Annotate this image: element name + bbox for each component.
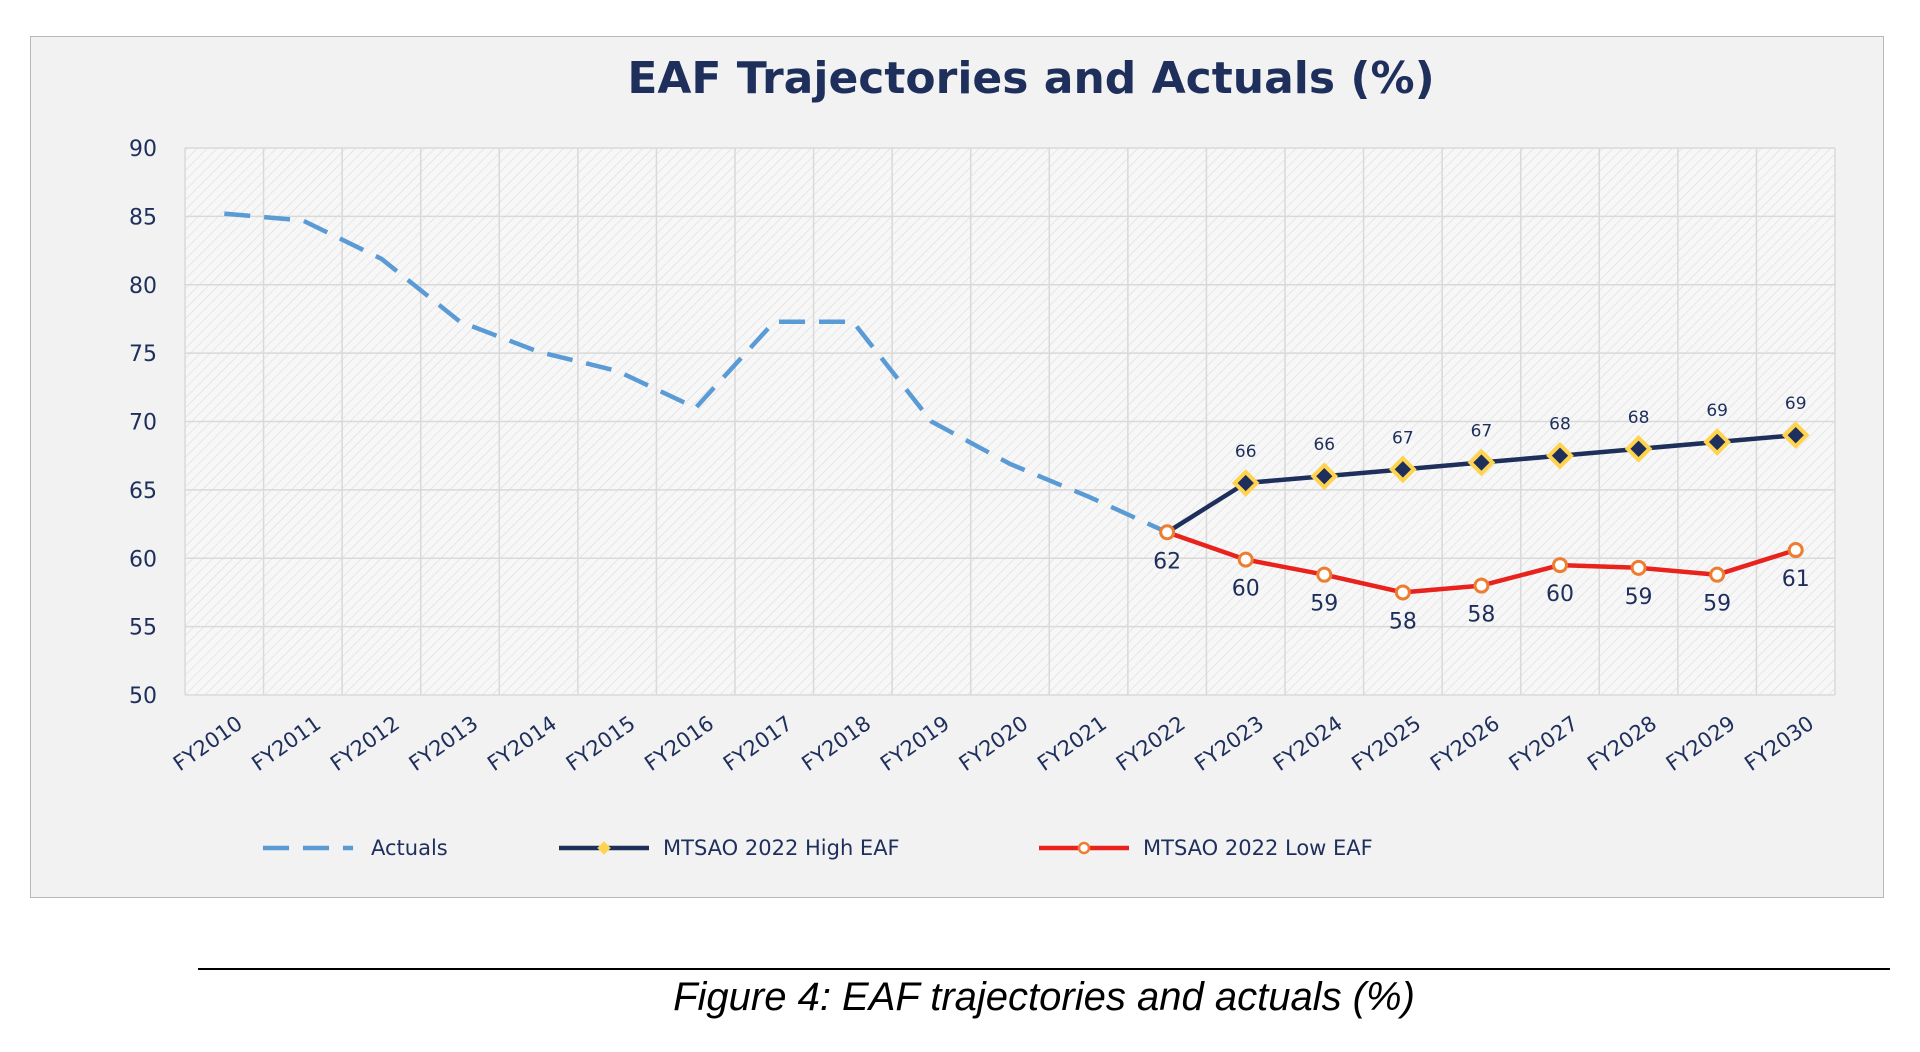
legend: Actuals MTSAO 2022 High EAF MTSAO 2022 Low… xyxy=(263,836,1373,860)
low-eaf-label: 59 xyxy=(1625,585,1653,610)
x-tick-label: FY2030 xyxy=(1740,711,1818,776)
low-eaf-label: 58 xyxy=(1389,609,1417,634)
y-tick-label: 65 xyxy=(129,479,157,504)
x-tick-label: FY2019 xyxy=(876,711,954,776)
high-eaf-point xyxy=(1703,428,1731,456)
legend-label: Actuals xyxy=(371,836,448,860)
y-tick-label: 90 xyxy=(129,137,157,162)
legend-label: MTSAO 2022 Low EAF xyxy=(1143,836,1373,860)
chart-frame: EAF Trajectories and Actuals (%) 50 55 60 6… xyxy=(30,36,1884,898)
low-eaf-label: 60 xyxy=(1546,582,1574,607)
figure-caption: Figure 4: EAF trajectories and actuals (… xyxy=(673,975,1415,1019)
x-tick-label: FY2012 xyxy=(326,711,404,776)
x-tick-label: FY2010 xyxy=(169,711,247,776)
high-eaf-label: 66 xyxy=(1313,435,1335,455)
y-tick-label: 60 xyxy=(129,547,157,572)
x-axis: FY2010 FY2011 FY2012 FY2013 FY2014 FY2015 FY20… xyxy=(169,711,1818,776)
legend-label: MTSAO 2022 High EAF xyxy=(663,836,900,860)
series-line-1 xyxy=(224,211,1169,535)
data-labels: 66 66 67 67 68 68 69 69 62 60 59 58 58 60 59 59 61 xyxy=(1153,394,1810,634)
chart-title: EAF Trajectories and Actuals (%) xyxy=(627,53,1434,104)
high-eaf-label: 67 xyxy=(1471,422,1493,442)
low-eaf-label: 58 xyxy=(1467,603,1495,628)
x-tick-label: FY2021 xyxy=(1033,711,1111,776)
low-eaf-label: 61 xyxy=(1782,567,1810,592)
y-tick-label: 80 xyxy=(129,274,157,299)
x-tick-label: FY2016 xyxy=(640,711,718,776)
high-eaf-label: 66 xyxy=(1235,442,1257,462)
x-tick-label: FY2020 xyxy=(955,711,1033,776)
x-tick-label: FY2018 xyxy=(797,711,875,776)
low-eaf-label: 60 xyxy=(1232,577,1260,602)
x-tick-label: FY2022 xyxy=(1112,711,1190,776)
low-eaf-label: 59 xyxy=(1310,592,1338,617)
x-tick-label: FY2024 xyxy=(1269,711,1347,776)
high-eaf-label: 68 xyxy=(1628,408,1650,428)
high-eaf-point xyxy=(1624,435,1653,463)
x-tick-label: FY2017 xyxy=(719,711,797,776)
y-tick-label: 75 xyxy=(129,342,157,367)
low-eaf-point xyxy=(1630,559,1647,576)
y-tick-label: 50 xyxy=(129,684,157,709)
x-tick-label: FY2025 xyxy=(1347,711,1425,776)
x-tick-label: FY2023 xyxy=(1190,711,1268,776)
high-eaf-point xyxy=(1546,441,1574,470)
x-tick-label: FY2029 xyxy=(1662,711,1740,776)
low-eaf-point xyxy=(1552,557,1568,574)
low-eaf-point xyxy=(1316,566,1333,583)
high-eaf-label: 69 xyxy=(1785,394,1807,414)
high-eaf-label: 69 xyxy=(1706,401,1728,421)
x-tick-label: FY2011 xyxy=(247,711,325,776)
legend-swatch-marker xyxy=(1077,841,1091,855)
legend-swatch-marker xyxy=(597,841,611,855)
low-eaf-point xyxy=(1473,577,1490,594)
y-tick-label: 85 xyxy=(129,205,157,230)
high-eaf-point xyxy=(1310,462,1339,491)
high-eaf-point xyxy=(1389,455,1417,484)
x-tick-label: FY2014 xyxy=(483,711,561,776)
low-eaf-label: 62 xyxy=(1153,549,1181,574)
low-eaf-point xyxy=(1787,542,1804,559)
low-eaf-point xyxy=(1709,566,1726,583)
chart-svg: EAF Trajectories and Actuals (%) 5055606… xyxy=(129,53,1836,860)
grid-lines xyxy=(184,147,1836,696)
low-eaf-point xyxy=(1394,584,1411,601)
high-eaf-label: 67 xyxy=(1392,428,1414,448)
caption-divider xyxy=(198,968,1890,970)
series-group xyxy=(224,211,1810,601)
x-tick-label: FY2015 xyxy=(562,711,640,776)
x-tick-label: FY2026 xyxy=(1426,711,1504,776)
high-eaf-point xyxy=(1231,469,1260,497)
high-eaf-point xyxy=(1781,421,1810,450)
x-tick-label: FY2028 xyxy=(1583,711,1661,776)
x-tick-label: FY2013 xyxy=(405,711,483,776)
low-eaf-label: 59 xyxy=(1703,592,1731,617)
low-eaf-point xyxy=(1237,551,1254,568)
y-axis: 50 55 60 65 70 75 80 85 90 xyxy=(129,137,157,709)
y-tick-label: 55 xyxy=(129,616,157,641)
high-eaf-label: 68 xyxy=(1549,415,1571,435)
y-tick-label: 70 xyxy=(129,411,157,436)
low-eaf-point xyxy=(1159,524,1176,541)
x-tick-label: FY2027 xyxy=(1505,711,1583,776)
high-eaf-point xyxy=(1467,448,1496,477)
